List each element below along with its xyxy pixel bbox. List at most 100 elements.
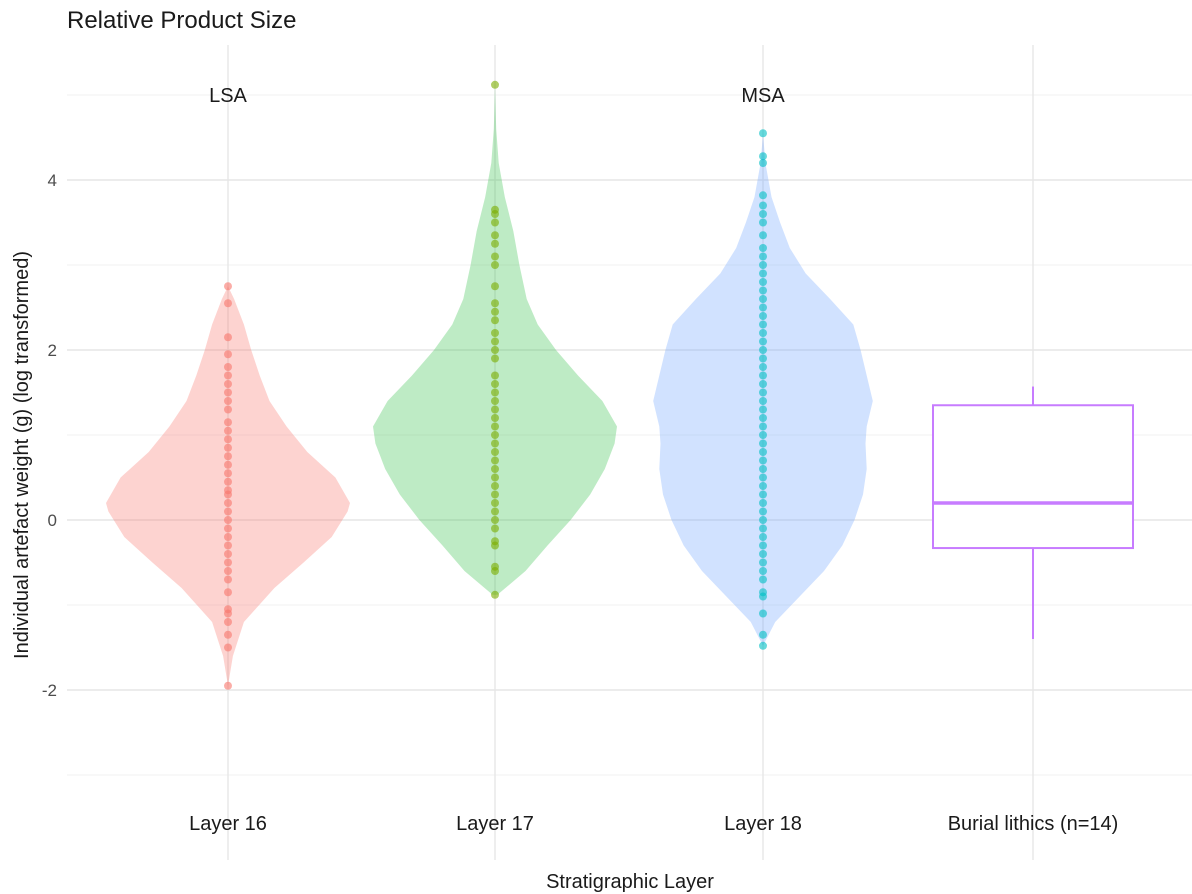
y-axis-ticks: -2 0 2 4 [42, 171, 57, 700]
data-point [491, 537, 499, 546]
data-point [224, 630, 232, 639]
data-point [759, 269, 767, 278]
data-point [759, 371, 767, 380]
data-point [759, 499, 767, 507]
data-point [491, 562, 499, 571]
data-point [491, 218, 499, 227]
data-point [491, 590, 499, 599]
data-point [224, 477, 232, 486]
y-tick-label: 0 [48, 511, 57, 530]
data-point [224, 605, 232, 614]
data-point [224, 588, 232, 597]
data-point [491, 516, 499, 524]
data-point [759, 507, 767, 516]
data-point [759, 397, 767, 405]
data-point [491, 439, 499, 448]
data-point [759, 422, 767, 431]
data-point [759, 490, 767, 499]
data-point [759, 558, 767, 567]
data-point [224, 681, 232, 690]
data-point [491, 261, 499, 269]
data-point [759, 252, 767, 261]
data-point [759, 533, 767, 541]
data-point [759, 231, 767, 240]
data-point [224, 380, 232, 388]
data-point [491, 465, 499, 473]
data-point [759, 431, 767, 439]
data-point [224, 333, 232, 342]
data-point [759, 465, 767, 473]
data-point [491, 490, 499, 499]
data-point [759, 312, 767, 320]
data-point [491, 205, 499, 214]
data-point [491, 380, 499, 388]
data-point [224, 460, 232, 469]
data-point [759, 286, 767, 295]
data-point [224, 575, 232, 584]
data-point [224, 435, 232, 444]
data-point [491, 422, 499, 431]
data-point [759, 201, 767, 210]
data-point [759, 588, 767, 597]
plot-marks [106, 80, 1134, 690]
box-body [932, 404, 1134, 550]
data-point [759, 295, 767, 303]
x-axis-title: Stratigraphic Layer [546, 871, 714, 893]
data-point [759, 244, 767, 252]
data-point [759, 541, 767, 550]
chart-title: Relative Product Size [67, 7, 296, 34]
data-point [491, 329, 499, 337]
data-point [491, 316, 499, 325]
data-point [224, 397, 232, 405]
data-point [224, 388, 232, 397]
data-point [224, 533, 232, 541]
data-point [759, 473, 767, 482]
data-point [491, 456, 499, 465]
data-point [491, 282, 499, 291]
data-point [759, 337, 767, 346]
data-point [759, 303, 767, 312]
annotation-label: MSA [741, 85, 785, 107]
data-point [224, 558, 232, 567]
data-point [759, 448, 767, 456]
data-point [759, 129, 767, 138]
data-point [759, 218, 767, 227]
data-point [224, 405, 232, 414]
data-point [491, 388, 499, 397]
violin-layer-16 [106, 286, 350, 686]
data-point [491, 499, 499, 507]
data-point [224, 567, 232, 575]
data-point [224, 282, 232, 291]
data-point [759, 482, 767, 490]
data-point [491, 371, 499, 380]
data-point [759, 609, 767, 618]
x-tick-label: Burial lithics (n=14) [948, 813, 1119, 835]
data-point [759, 414, 767, 422]
data-point [759, 159, 767, 167]
data-point [491, 299, 499, 308]
data-point [224, 516, 232, 524]
annotations: LSA MSA [209, 85, 785, 107]
x-tick-label: Layer 16 [189, 813, 267, 835]
annotation-label: LSA [209, 85, 247, 107]
data-point [491, 239, 499, 248]
data-point [224, 426, 232, 435]
data-point [491, 431, 499, 439]
data-point [224, 371, 232, 380]
data-point [759, 346, 767, 354]
data-point [224, 469, 232, 478]
data-point [759, 567, 767, 575]
data-point [759, 363, 767, 371]
data-point [759, 516, 767, 524]
data-point [491, 524, 499, 533]
data-point [759, 354, 767, 363]
data-point [759, 210, 767, 218]
data-point [491, 473, 499, 482]
data-point [491, 448, 499, 456]
data-point [224, 618, 232, 626]
data-point [759, 405, 767, 414]
data-point [759, 524, 767, 533]
data-point [224, 418, 232, 427]
data-point [491, 414, 499, 422]
